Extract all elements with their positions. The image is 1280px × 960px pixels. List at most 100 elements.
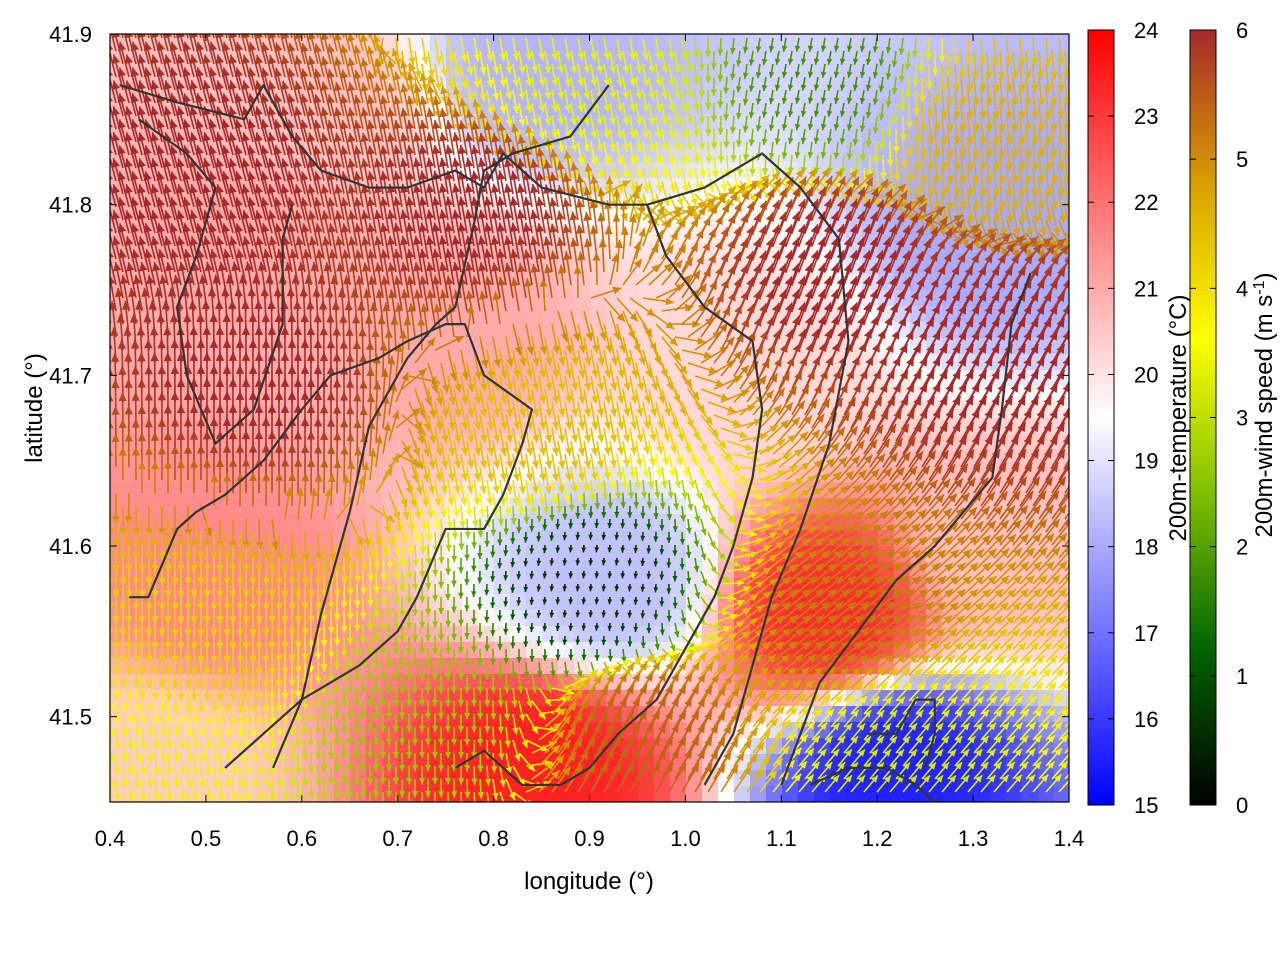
temperature-cell [190,466,207,483]
temperature-cell [398,658,415,675]
temperature-cell [174,482,191,499]
temperature-cell [430,658,447,675]
temperature-cell [350,690,367,707]
temperature-cell [558,530,575,547]
wind-vector [225,34,228,39]
temperature-cell [926,146,943,163]
temperature-cell [766,34,783,51]
temperature-cell [174,450,191,467]
wind-vector-head [99,184,107,194]
temperature-cell [478,34,495,51]
wind-vector [329,34,332,39]
temperature-cell [766,130,783,147]
temperature-cell [302,514,319,531]
temperature-cell [254,786,271,802]
temperature-cell [110,498,127,515]
temperature-cell [494,322,511,339]
temperature-cell [430,642,447,659]
temperature-cell [638,610,655,627]
temperature-cell [366,498,383,515]
temperature-cell [958,34,975,51]
temperature-cell [638,626,655,643]
temperature-cell [494,530,511,547]
temperature-cell [926,178,943,195]
temperature-cell [638,562,655,579]
wind-vector-head [99,3,107,12]
temperature-cell [174,546,191,563]
temperature-cell [702,66,719,83]
temperature-cell [334,722,351,739]
temperature-cell [366,722,383,739]
temperature-cell [382,626,399,643]
temperature-cell [382,658,399,675]
temperature-cell [1022,690,1039,707]
temperature-cell [254,482,271,499]
wind-vector-head [118,16,126,25]
temperature-cell [558,274,575,291]
wind-vector-head [301,18,309,27]
temperature-cell [254,418,271,435]
temperature-cell [126,402,143,419]
temperature-cell [190,562,207,579]
wind-vector-head [112,3,120,12]
wind-vector-head [164,3,172,12]
temperature-cell [190,418,207,435]
temperature-cell [542,34,559,51]
temperature-cell [206,514,223,531]
temperature-cell [142,514,159,531]
temperature-cell [510,34,527,51]
temperature-cell [830,34,847,51]
temperature-cell [158,706,175,723]
temperature-cell [110,402,127,419]
temperature-cell [286,594,303,611]
temperature-cell [766,786,783,802]
temperature-cell [494,562,511,579]
temperature-cell [302,690,319,707]
temperature-cell [494,578,511,595]
temperature-cell [670,594,687,611]
temperature-cell [366,514,383,531]
temperature-cell [126,482,143,499]
temperature-cell [526,594,543,611]
wind-vector-head [235,16,243,25]
temperature-cell [510,722,527,739]
temperature-cell [334,482,351,499]
temperature-cell [430,34,447,51]
temperature-cell [350,290,367,307]
temperature-cell [734,450,751,467]
temperature-cell [734,50,751,67]
temperature-cell [606,530,623,547]
wind-vector-head [321,6,329,15]
temperature-cell [318,770,335,787]
temperature-cell [590,274,607,291]
temperature-cell [574,34,591,51]
temperature-cell [878,98,895,115]
wind-vector [110,112,111,116]
wind-vector [186,34,189,39]
temperature-cell [334,642,351,659]
temperature-cell [462,626,479,643]
temperature-cell [366,786,383,802]
temperature-cell [382,34,399,51]
temperature-cell [254,498,271,515]
temperature-cell [126,786,143,802]
temperature-cell [126,578,143,595]
temperature-cell [558,610,575,627]
wind-vector-head [125,3,133,12]
wind-vector-head [196,16,204,25]
wind-vector [342,34,345,39]
temperature-cell [254,322,271,339]
temperature-cell [462,786,479,802]
temperature-cell [606,610,623,627]
wind-vector-head [170,16,178,25]
temperature-cell [494,658,511,675]
temperature-cell [638,514,655,531]
temperature-cell [414,626,431,643]
wind-vector [277,34,280,39]
temperature-cell [430,626,447,643]
temperature-cell [286,242,303,259]
temperature-cell [318,290,335,307]
temperature-cell [510,130,527,147]
temperature-cell [158,786,175,802]
temperature-cell [334,626,351,643]
